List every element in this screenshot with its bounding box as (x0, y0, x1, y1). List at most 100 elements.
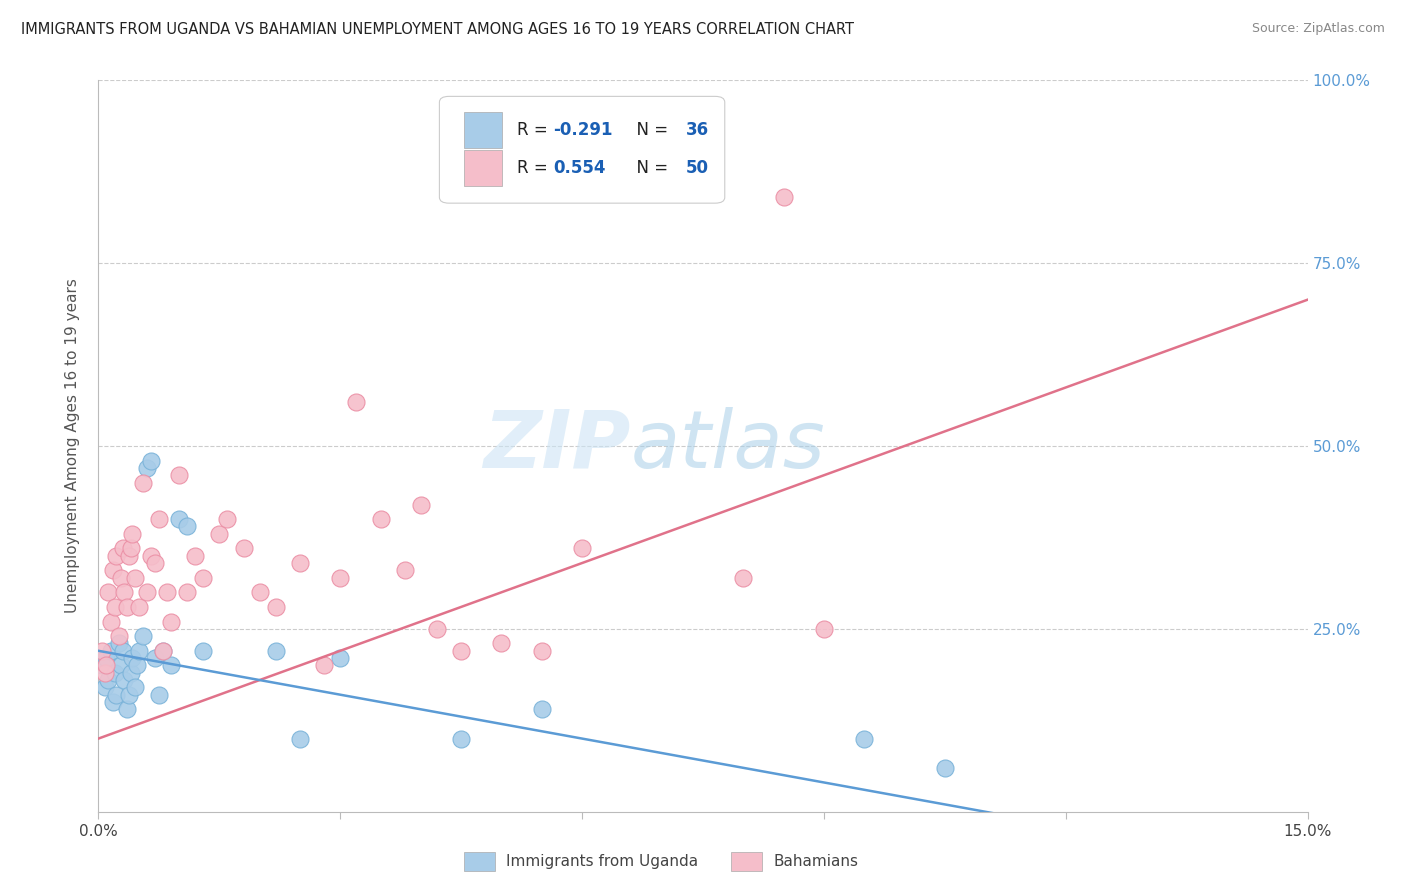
Point (120, 541, 142, 556)
Text: atlas: atlas (630, 407, 825, 485)
Point (100, 644, 122, 658)
Point (111, 644, 134, 658)
Point (217, 512, 239, 526)
Point (160, 615, 183, 629)
Point (329, 651, 352, 665)
Point (91, 644, 114, 658)
Point (409, 498, 432, 512)
Point (264, 644, 287, 658)
Text: R =: R = (517, 121, 553, 139)
Point (370, 512, 392, 526)
Point (97, 585, 120, 599)
Point (934, 761, 956, 775)
Point (105, 549, 128, 563)
Point (132, 629, 155, 643)
FancyBboxPatch shape (440, 96, 724, 203)
Point (112, 673, 135, 687)
Point (176, 519, 198, 533)
Point (101, 695, 124, 709)
Y-axis label: Unemployment Among Ages 16 to 19 years: Unemployment Among Ages 16 to 19 years (65, 278, 80, 614)
Text: Source: ZipAtlas.com: Source: ZipAtlas.com (1251, 22, 1385, 36)
Text: -0.291: -0.291 (553, 121, 613, 139)
Point (107, 629, 129, 643)
Point (107, 636, 129, 650)
Point (184, 549, 207, 563)
Point (143, 556, 166, 570)
Point (329, 571, 352, 585)
Point (94, 681, 117, 695)
Point (853, 731, 876, 746)
Point (160, 658, 183, 673)
Point (288, 556, 311, 570)
Point (148, 512, 170, 526)
Point (120, 665, 142, 680)
Point (530, 644, 553, 658)
Point (128, 599, 150, 614)
Text: R =: R = (517, 159, 553, 177)
Point (110, 571, 132, 585)
Point (426, 622, 449, 636)
Point (115, 599, 138, 614)
Point (124, 681, 146, 695)
Point (96, 651, 118, 665)
Text: ZIP: ZIP (484, 407, 630, 485)
Point (97, 673, 120, 687)
Point (530, 702, 553, 716)
Point (101, 563, 124, 577)
Point (813, 622, 835, 636)
Point (96, 658, 118, 673)
Text: N =: N = (626, 121, 673, 139)
Point (249, 585, 271, 599)
Point (167, 468, 190, 483)
Point (115, 702, 138, 716)
Point (143, 651, 166, 665)
Point (94, 665, 117, 680)
Text: IMMIGRANTS FROM UGANDA VS BAHAMIAN UNEMPLOYMENT AMONG AGES 16 TO 19 YEARS CORREL: IMMIGRANTS FROM UGANDA VS BAHAMIAN UNEMP… (21, 22, 853, 37)
Point (128, 644, 150, 658)
Text: 0.554: 0.554 (553, 159, 606, 177)
Point (772, 190, 794, 204)
Point (344, 395, 367, 409)
Point (111, 541, 134, 556)
Point (132, 475, 155, 490)
Point (314, 658, 336, 673)
Point (450, 644, 472, 658)
Point (176, 585, 198, 599)
Point (232, 541, 254, 556)
Point (121, 526, 143, 541)
Point (152, 644, 174, 658)
Point (135, 461, 157, 475)
Text: Immigrants from Uganda: Immigrants from Uganda (506, 855, 699, 869)
Point (491, 636, 513, 650)
Text: Bahamians: Bahamians (773, 855, 858, 869)
Point (124, 571, 146, 585)
Point (264, 599, 287, 614)
Point (118, 688, 141, 702)
Text: 36: 36 (686, 121, 709, 139)
Bar (464, 151, 502, 186)
Point (135, 585, 157, 599)
Text: N =: N = (626, 159, 673, 177)
Point (105, 688, 128, 702)
Point (103, 599, 125, 614)
Point (152, 644, 174, 658)
Text: 50: 50 (686, 159, 709, 177)
Point (103, 665, 125, 680)
Point (733, 571, 755, 585)
Point (139, 453, 162, 467)
Point (288, 731, 311, 746)
Point (118, 549, 141, 563)
Point (450, 731, 472, 746)
Bar (464, 112, 502, 147)
Point (110, 658, 132, 673)
Point (100, 615, 122, 629)
Point (193, 644, 215, 658)
Point (127, 658, 149, 673)
Point (208, 526, 231, 541)
Point (139, 549, 162, 563)
Point (121, 651, 143, 665)
Point (156, 585, 179, 599)
Point (394, 563, 416, 577)
Point (167, 512, 190, 526)
Point (193, 571, 215, 585)
